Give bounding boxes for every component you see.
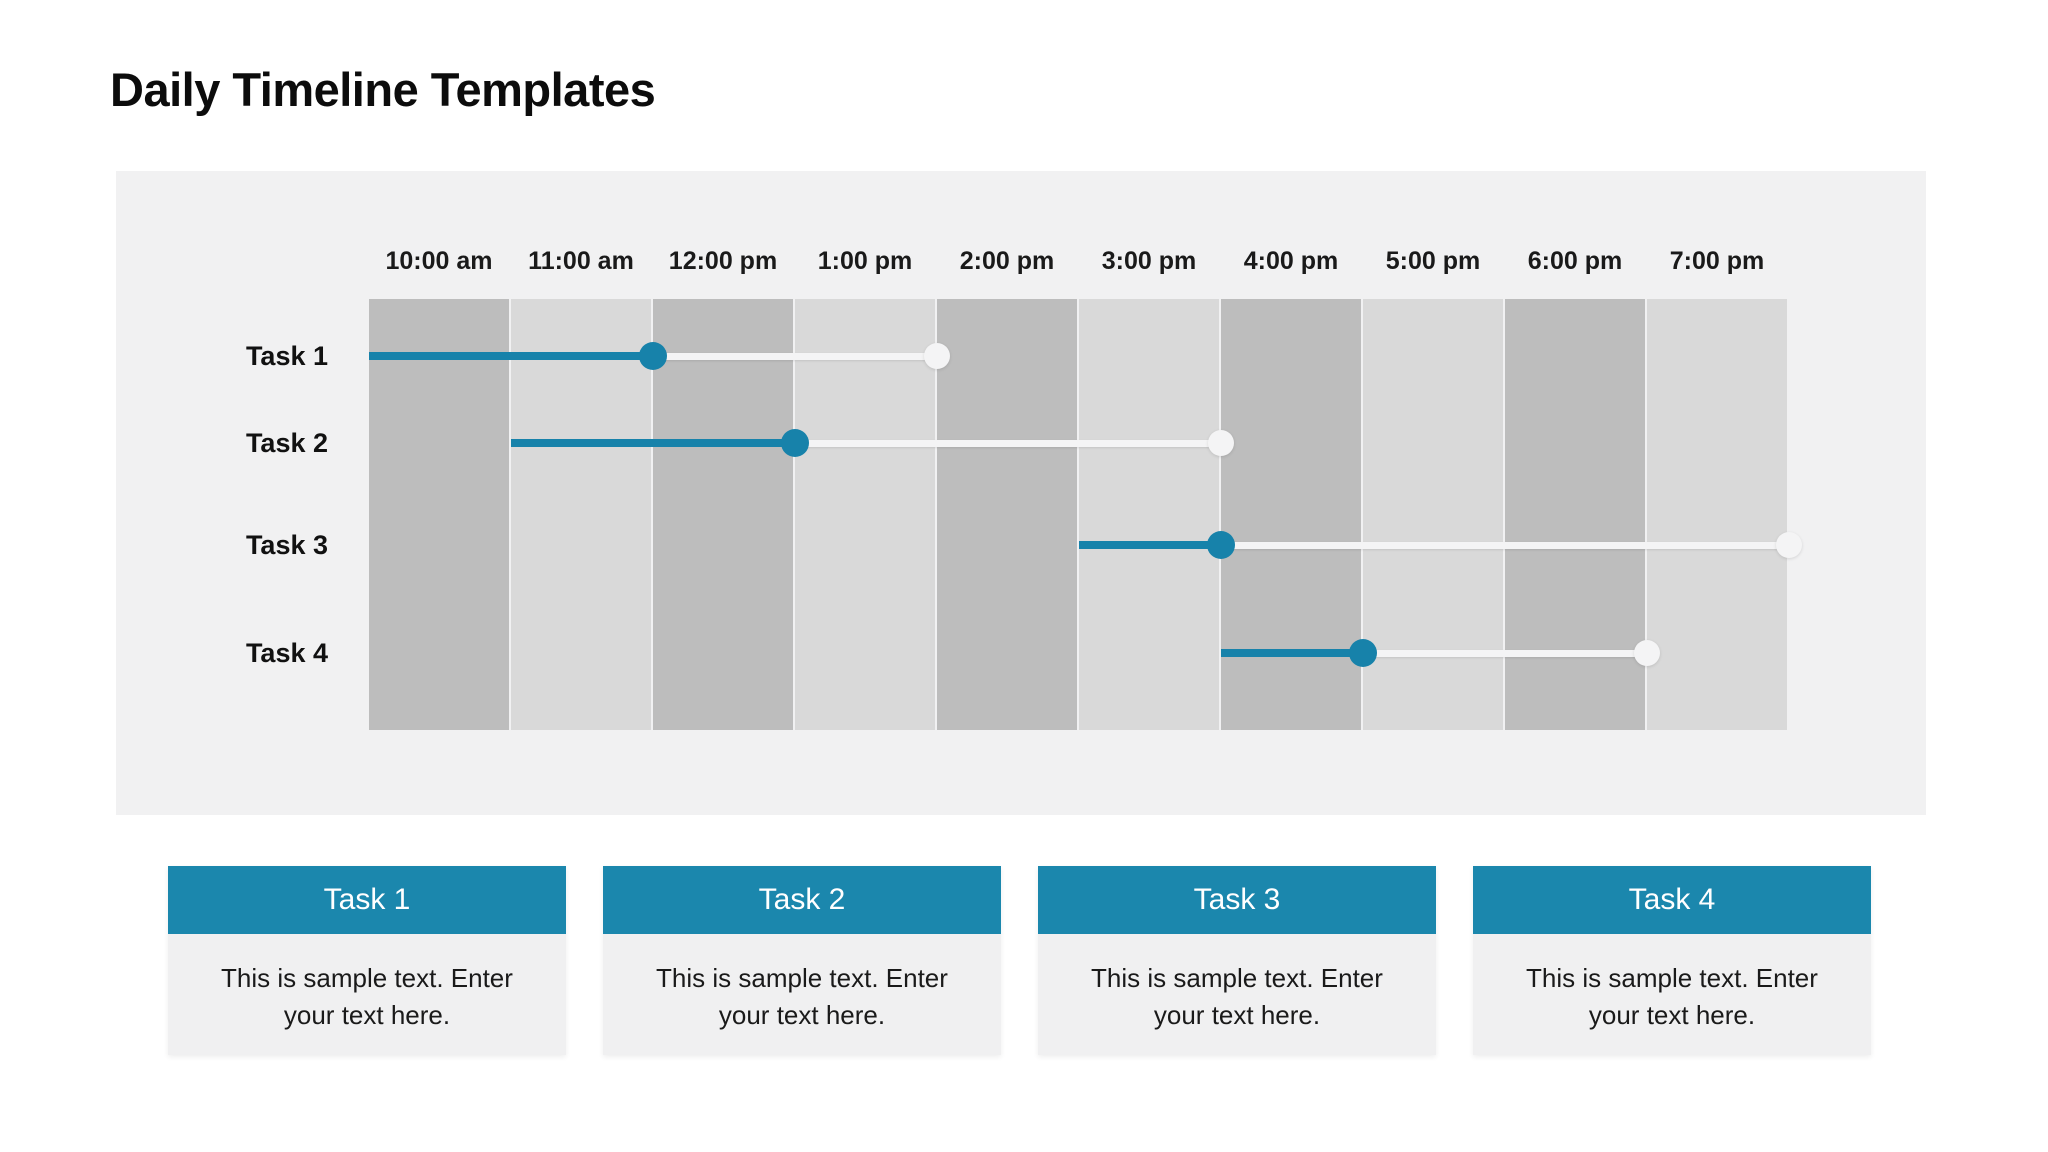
task-card-2-title: Task 2	[758, 883, 846, 916]
task-progress-bar	[1221, 649, 1363, 657]
hour-column-7	[1221, 299, 1361, 730]
hour-column-2	[511, 299, 651, 730]
page-title: Daily Timeline Templates	[110, 63, 656, 116]
task-card-4-header: Task 4	[1473, 866, 1871, 934]
axis-tick-label: 4:00 pm	[1243, 247, 1339, 275]
hour-column-8	[1363, 299, 1503, 730]
task-card-3: Task 3 This is sample text. Enter your t…	[1038, 866, 1436, 1055]
axis-tick-label: 10:00 am	[385, 247, 493, 275]
axis-tick-label: 12:00 pm	[668, 247, 778, 275]
task-remaining-track	[1221, 542, 1789, 549]
task-remaining-track	[1363, 650, 1647, 657]
hour-column-5	[937, 299, 1077, 730]
hour-column-6	[1079, 299, 1219, 730]
task-card-1-text: This is sample text. Enter your text her…	[221, 963, 513, 1030]
task-card-3-text: This is sample text. Enter your text her…	[1091, 963, 1383, 1030]
axis-tick-label: 1:00 pm	[817, 247, 913, 275]
task-row-label: Task 3	[245, 530, 328, 560]
axis-tick-label: 5:00 pm	[1385, 247, 1481, 275]
hour-column-9	[1505, 299, 1645, 730]
task-card-1-body: This is sample text. Enter your text her…	[168, 934, 566, 1055]
task-card-1-header: Task 1	[168, 866, 566, 934]
task-remaining-track	[653, 353, 937, 360]
task-card-1-title: Task 1	[323, 883, 411, 916]
progress-milestone-dot	[1207, 531, 1235, 559]
task-card-3-title: Task 3	[1193, 883, 1281, 916]
task-card-2-header: Task 2	[603, 866, 1001, 934]
task-progress-bar	[1079, 541, 1221, 549]
task-row-label: Task 4	[245, 638, 328, 668]
timeline-panel: 10:00 am 11:00 am 12:00 pm 1:00 pm 2:00 pm 3:…	[116, 171, 1926, 815]
task-card-3-body: This is sample text. Enter your text her…	[1038, 934, 1436, 1055]
end-milestone-dot	[1208, 430, 1234, 456]
task-card-4-title: Task 4	[1628, 883, 1716, 916]
task-card-4-text: This is sample text. Enter your text her…	[1526, 963, 1818, 1030]
axis-tick-label: 11:00 am	[528, 247, 634, 275]
axis-tick-label: 3:00 pm	[1101, 247, 1197, 275]
hour-column-1	[369, 299, 509, 730]
progress-milestone-dot	[781, 429, 809, 457]
axis-tick-label: 2:00 pm	[959, 247, 1055, 275]
task-card-2: Task 2 This is sample text. Enter your t…	[603, 866, 1001, 1055]
task-card-4-body: This is sample text. Enter your text her…	[1473, 934, 1871, 1055]
task-card-1: Task 1 This is sample text. Enter your t…	[168, 866, 566, 1055]
task-progress-bar	[369, 352, 653, 360]
task-card-4: Task 4 This is sample text. Enter your t…	[1473, 866, 1871, 1055]
task-row-label: Task 1	[245, 341, 328, 371]
hour-column-3	[653, 299, 793, 730]
end-milestone-dot	[1634, 640, 1660, 666]
task-progress-bar	[511, 439, 795, 447]
progress-milestone-dot	[639, 342, 667, 370]
progress-milestone-dot	[1349, 639, 1377, 667]
hour-column-4	[795, 299, 935, 730]
task-remaining-track	[795, 440, 1221, 447]
axis-tick-label: 6:00 pm	[1527, 247, 1623, 275]
task-card-3-header: Task 3	[1038, 866, 1436, 934]
end-milestone-dot	[924, 343, 950, 369]
task-row-label: Task 2	[245, 428, 328, 458]
task-card-2-text: This is sample text. Enter your text her…	[656, 963, 948, 1030]
end-milestone-dot	[1776, 532, 1802, 558]
task-card-2-body: This is sample text. Enter your text her…	[603, 934, 1001, 1055]
axis-tick-label: 7:00 pm	[1669, 247, 1765, 275]
hour-column-10	[1647, 299, 1787, 730]
